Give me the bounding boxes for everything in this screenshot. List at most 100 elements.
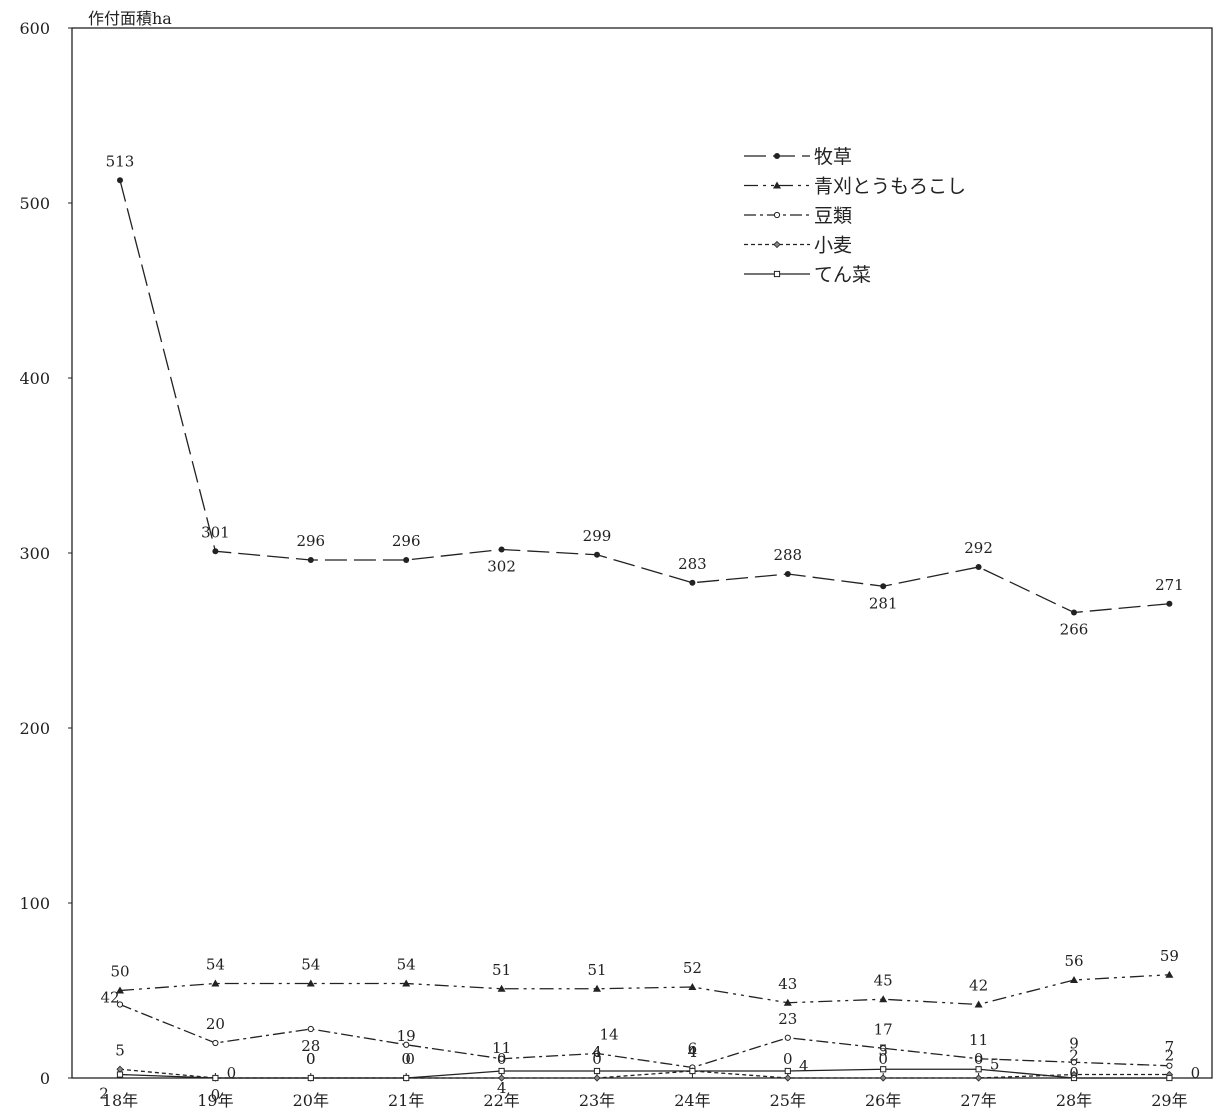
y-tick-label: 600 bbox=[19, 19, 50, 38]
data-point bbox=[1070, 1059, 1078, 1066]
data-point bbox=[403, 1074, 410, 1082]
y-tick-label: 200 bbox=[19, 719, 50, 738]
data-label: 54 bbox=[206, 956, 225, 974]
x-axis: 18年 19年 20年 21年 22年 23年 24年 25年 26年 27年 28年 29年 bbox=[102, 1073, 1188, 1110]
data-point bbox=[975, 564, 982, 570]
data-label: 301 bbox=[201, 523, 230, 541]
data-point bbox=[1165, 970, 1174, 978]
data-label: 266 bbox=[1060, 621, 1089, 639]
x-tick-label: 28年 bbox=[1056, 1091, 1092, 1110]
data-label: 51 bbox=[587, 961, 606, 979]
data-label: 42 bbox=[969, 977, 988, 995]
data-label: 4 bbox=[592, 1043, 602, 1061]
legend-marker bbox=[773, 240, 781, 249]
x-tick-label: 23年 bbox=[579, 1091, 615, 1110]
data-label: 5 bbox=[990, 1055, 1000, 1073]
y-tick-label: 0 bbox=[40, 1069, 50, 1088]
data-point bbox=[593, 1067, 601, 1075]
legend-marker bbox=[774, 153, 780, 159]
data-point bbox=[403, 1041, 410, 1048]
series-1: 513 301 296 296 302 299 283 288 281 292 266 271 bbox=[106, 152, 1184, 638]
data-label: 11 bbox=[969, 1031, 988, 1049]
legend-marker bbox=[773, 211, 781, 219]
data-label: 4 bbox=[688, 1043, 698, 1061]
data-label: 296 bbox=[296, 532, 325, 550]
data-label: 54 bbox=[397, 956, 416, 974]
data-point bbox=[212, 1074, 219, 1082]
data-label: 283 bbox=[678, 555, 707, 573]
data-label: 281 bbox=[869, 594, 898, 612]
data-point bbox=[784, 1074, 792, 1082]
data-label: 0 bbox=[401, 1050, 411, 1068]
data-label: 299 bbox=[583, 527, 612, 545]
data-point bbox=[498, 1055, 505, 1062]
x-tick-label: 25年 bbox=[770, 1091, 806, 1110]
data-point bbox=[402, 979, 411, 987]
data-label: 0 bbox=[405, 1050, 415, 1068]
data-label: 0 bbox=[974, 1050, 984, 1068]
data-label: 0 bbox=[783, 1050, 793, 1068]
series-line bbox=[119, 1003, 1170, 1069]
legend-item: 豆類 bbox=[744, 205, 852, 227]
data-point bbox=[593, 984, 601, 992]
legend-marker bbox=[773, 270, 781, 278]
x-tick-label: 26年 bbox=[865, 1091, 901, 1110]
x-tick-label: 21年 bbox=[388, 1091, 424, 1110]
data-point bbox=[117, 177, 123, 184]
data-label: 23 bbox=[778, 1010, 797, 1028]
x-tick-label: 29年 bbox=[1151, 1091, 1187, 1110]
data-label: 45 bbox=[874, 971, 893, 989]
data-label: 50 bbox=[110, 963, 129, 981]
data-point bbox=[879, 995, 888, 1003]
data-point bbox=[975, 1066, 982, 1073]
data-point bbox=[974, 1000, 983, 1008]
data-label: 17 bbox=[874, 1020, 893, 1038]
data-label: 288 bbox=[773, 546, 802, 564]
series-line bbox=[119, 1068, 1170, 1079]
y-tick-label: 300 bbox=[19, 544, 50, 563]
data-point bbox=[784, 1034, 791, 1041]
series-2: 50 54 54 54 51 51 52 43 45 42 56 59 bbox=[110, 947, 1179, 1008]
data-label: 20 bbox=[206, 1015, 225, 1033]
data-point bbox=[1071, 609, 1077, 616]
data-label: 11 bbox=[492, 1039, 511, 1057]
data-point bbox=[212, 548, 219, 555]
y-tick-label: 400 bbox=[19, 369, 50, 388]
data-point bbox=[689, 1067, 696, 1075]
data-point bbox=[116, 1065, 124, 1073]
y-tick-label: 100 bbox=[19, 894, 50, 913]
data-label: 19 bbox=[397, 1027, 416, 1045]
x-tick-label: 22年 bbox=[483, 1091, 519, 1110]
data-point bbox=[211, 979, 220, 987]
data-point bbox=[1166, 1074, 1173, 1082]
data-point bbox=[116, 1071, 124, 1078]
data-label: 52 bbox=[683, 959, 702, 977]
x-tick-label: 24年 bbox=[674, 1091, 710, 1110]
data-point bbox=[1166, 600, 1173, 607]
data-point bbox=[306, 979, 315, 987]
series-line bbox=[119, 180, 1170, 614]
data-label: 0 bbox=[497, 1050, 507, 1068]
y-tick-label: 500 bbox=[19, 194, 50, 213]
x-tick-label: 27年 bbox=[960, 1091, 996, 1110]
data-label: 6 bbox=[688, 1040, 698, 1058]
data-point bbox=[1166, 1062, 1173, 1069]
data-point bbox=[498, 1074, 506, 1082]
data-point bbox=[880, 1066, 887, 1073]
x-tick-label: 18年 bbox=[102, 1091, 138, 1110]
data-point bbox=[116, 986, 124, 994]
legend-label: 豆類 bbox=[814, 205, 852, 227]
data-label: 0 bbox=[592, 1050, 602, 1068]
data-label: 302 bbox=[487, 558, 516, 576]
data-point bbox=[784, 1067, 791, 1075]
legend-label: 牧草 bbox=[814, 146, 852, 168]
data-label: 0 bbox=[1069, 1064, 1079, 1082]
data-label: 0 bbox=[306, 1050, 316, 1068]
data-point bbox=[880, 1045, 887, 1052]
data-label: 271 bbox=[1155, 576, 1184, 594]
data-point bbox=[498, 546, 505, 553]
x-tick-label: 20年 bbox=[293, 1091, 329, 1110]
